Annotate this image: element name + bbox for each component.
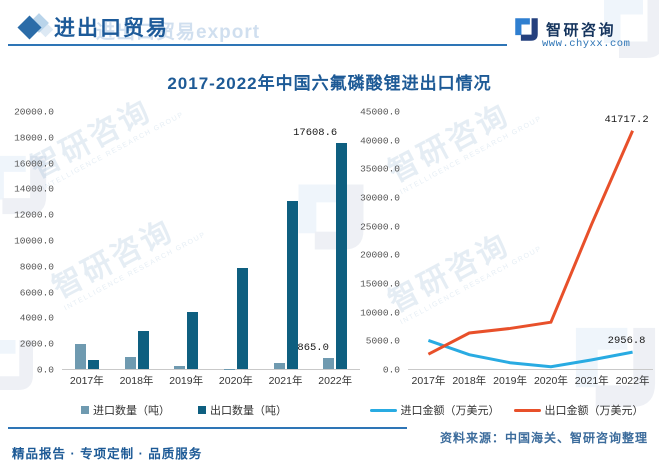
bar — [187, 311, 199, 369]
legend-item: 进口数量（吨） — [81, 402, 170, 418]
x-axis-category-label: 2019年 — [493, 374, 527, 387]
y-axis-tick-label: 15000.0 — [360, 278, 400, 290]
y-axis-tick-label: 14000.0 — [14, 183, 54, 195]
y-axis-tick-label: 6000.0 — [19, 287, 54, 299]
bar-chart-legend: 进口数量（吨） 出口数量（吨） — [8, 402, 360, 418]
y-axis-tick-label: 2000.0 — [19, 338, 54, 350]
data-label: 41717.2 — [604, 113, 649, 126]
x-axis-category-label: 2021年 — [268, 374, 303, 387]
line-chart-amount: 45000.0 40000.0 35000.0 30000.0 25000.0 20000… — [360, 107, 653, 418]
legend-item: 进口金额（万美元） — [369, 402, 500, 418]
legend-label: 进口金额（万美元） — [400, 405, 500, 417]
charts-row: 20000.0 18000.0 16000.0 14000.0 12000.0 10000… — [8, 107, 653, 418]
y-axis-tick-label: 20000.0 — [14, 106, 54, 118]
data-source: 资料来源：中国海关、智研咨询整理 — [439, 431, 648, 445]
bar-plot-area: 17608.6 865.0 — [62, 112, 360, 370]
brand-name: 智研咨询 — [546, 22, 617, 39]
y-axis: 20000.0 18000.0 16000.0 14000.0 12000.0 10000… — [8, 107, 62, 376]
x-axis-category-label: 2020年 — [218, 374, 253, 387]
brand-logo-icon — [513, 16, 540, 43]
bar-groups — [62, 112, 360, 369]
y-axis-tick-label: 40000.0 — [360, 135, 400, 147]
x-axis: 2017年 2018年 2019年 2020年 2021年 2022年 — [360, 370, 653, 390]
y-axis-tick-label: 0.0 — [36, 364, 54, 376]
legend-label: 出口数量（吨） — [210, 405, 287, 417]
bar — [137, 331, 149, 369]
chart-title: 2017-2022年中国六氟磷酸锂进出口情况 — [167, 74, 492, 93]
x-axis-category-label: 2017年 — [411, 374, 446, 387]
header-watermark-echo: 进出口贸易export — [96, 22, 261, 43]
data-label: 865.0 — [297, 341, 329, 354]
bar — [87, 360, 99, 369]
footer-slogan: 精品报告 · 专项定制 · 品质服务 — [12, 447, 203, 461]
x-axis-category-label: 2022年 — [615, 374, 650, 387]
bar — [174, 365, 186, 369]
y-axis-tick-label: 16000.0 — [14, 158, 54, 170]
legend-label: 进口数量（吨） — [93, 405, 170, 417]
legend-swatch-icon — [369, 408, 397, 412]
bar — [323, 357, 335, 369]
y-axis-tick-label: 20000.0 — [360, 249, 400, 261]
bar — [124, 357, 136, 369]
x-axis-category-label: 2022年 — [318, 374, 353, 387]
line-plot-area: 41717.2 2956.8 — [408, 112, 653, 370]
y-axis-tick-label: 10000.0 — [14, 235, 54, 247]
bar-group — [62, 112, 112, 369]
bar — [74, 343, 86, 369]
bar — [336, 142, 348, 369]
line-series — [428, 131, 632, 354]
bar — [286, 200, 298, 369]
y-axis-tick-label: 0.0 — [382, 364, 400, 376]
x-axis-category-label: 2017年 — [69, 374, 104, 387]
bar-group — [161, 112, 211, 369]
x-axis-category-label: 2018年 — [119, 374, 154, 387]
x-axis-category-label: 2019年 — [169, 374, 204, 387]
y-axis-tick-label: 10000.0 — [360, 307, 400, 319]
y-axis-tick-label: 45000.0 — [360, 106, 400, 118]
bar-chart-plot-row: 20000.0 18000.0 16000.0 14000.0 12000.0 10000… — [8, 107, 360, 376]
y-axis: 45000.0 40000.0 35000.0 30000.0 25000.0 20000… — [360, 107, 408, 376]
legend-swatch-icon — [198, 406, 206, 414]
x-axis-category-label: 2018年 — [452, 374, 487, 387]
header-divider — [8, 44, 507, 46]
y-axis-tick-label: 8000.0 — [19, 261, 54, 273]
bar — [236, 268, 248, 369]
x-axis-category-label: 2020年 — [533, 374, 568, 387]
y-axis-tick-label: 30000.0 — [360, 192, 400, 204]
section-title: 进出口贸易 — [54, 17, 169, 40]
data-label: 2956.8 — [607, 335, 646, 348]
x-axis: 2017年 2018年 2019年 2020年 2021年 2022年 — [8, 370, 360, 390]
y-axis-tick-label: 18000.0 — [14, 132, 54, 144]
line-series-plot — [408, 112, 653, 369]
y-axis-tick-label: 35000.0 — [360, 163, 400, 175]
y-axis-tick-label: 12000.0 — [14, 209, 54, 221]
line-chart-legend: 进口金额（万美元） 出口金额（万美元） — [360, 402, 653, 418]
y-axis-tick-label: 25000.0 — [360, 221, 400, 233]
data-label: 17608.6 — [293, 126, 338, 139]
y-axis-tick-label: 4000.0 — [19, 312, 54, 324]
legend-label: 出口金额（万美元） — [544, 405, 644, 417]
legend-swatch-icon — [513, 408, 541, 412]
footer-divider — [8, 427, 407, 429]
bar-group — [261, 112, 311, 369]
bar-group — [112, 112, 162, 369]
line-series — [428, 340, 632, 366]
bar-chart-quantity: 20000.0 18000.0 16000.0 14000.0 12000.0 10000… — [8, 107, 360, 418]
brand-url: www.chyxx.com — [542, 38, 631, 50]
bar-group — [310, 112, 360, 369]
legend-item: 出口数量（吨） — [198, 402, 287, 418]
y-axis-tick-label: 5000.0 — [365, 335, 400, 347]
bar — [273, 363, 285, 369]
line-chart-plot-row: 45000.0 40000.0 35000.0 30000.0 25000.0 20000… — [360, 107, 653, 376]
x-axis-category-label: 2021年 — [574, 374, 609, 387]
legend-swatch-icon — [81, 406, 89, 414]
legend-item: 出口金额（万美元） — [513, 402, 644, 418]
bar-group — [211, 112, 261, 369]
